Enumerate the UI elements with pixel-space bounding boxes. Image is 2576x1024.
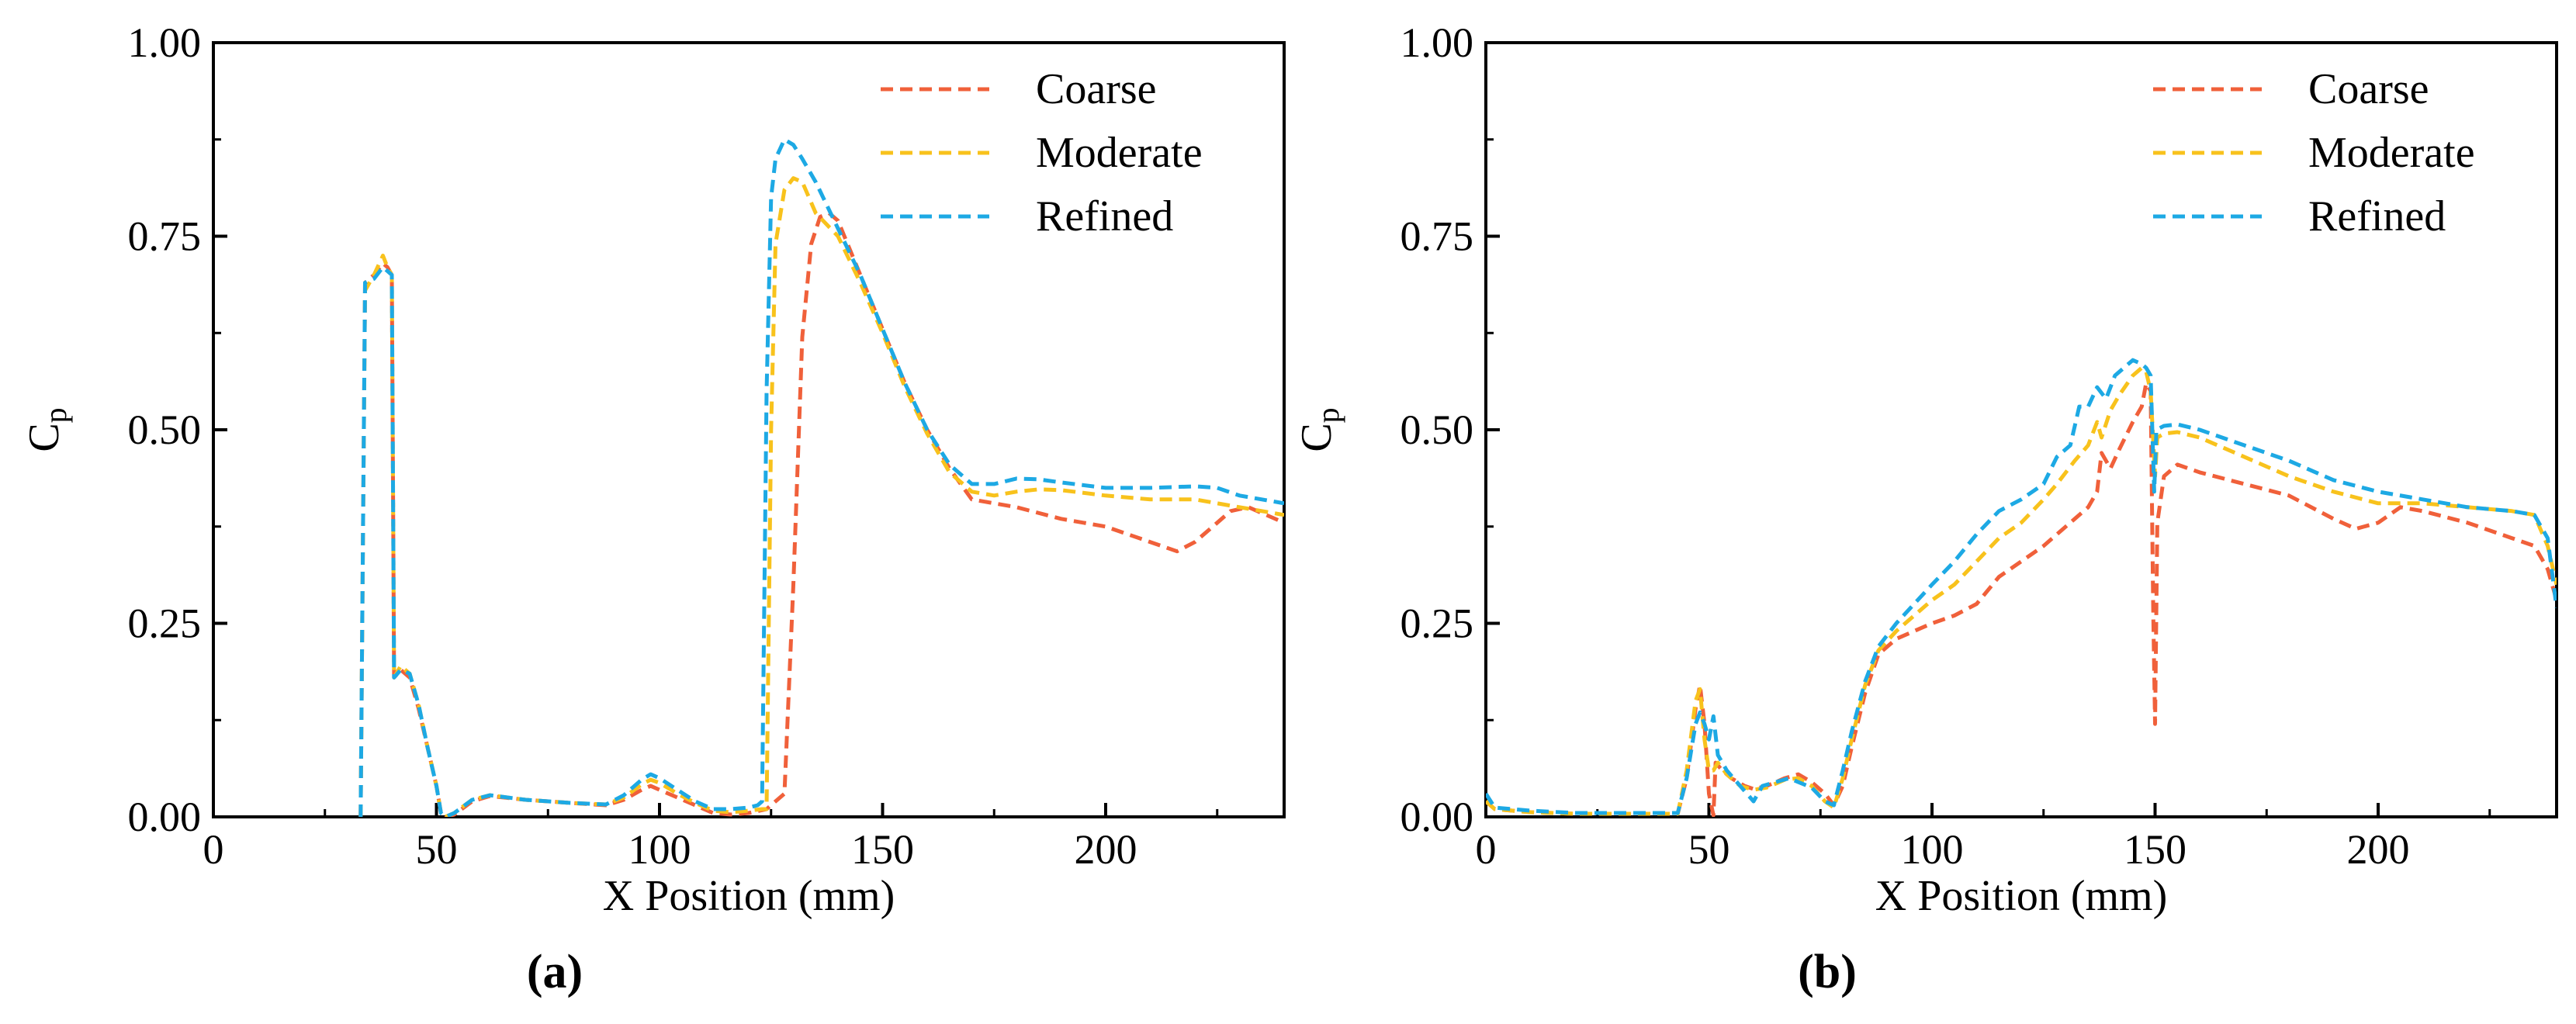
legend-label-moderate-a: Moderate — [1036, 129, 1203, 177]
y-tick-label-b: 0.00 — [1401, 794, 1474, 840]
y-tick-label-b: 0.50 — [1401, 406, 1474, 453]
x-tick-label-b: 100 — [1901, 826, 1964, 873]
legend-label-refined-b: Refined — [2308, 192, 2446, 240]
y-axis-title-b: Cp — [1293, 407, 1345, 451]
x-tick-label-b: 150 — [2124, 826, 2186, 873]
x-tick-label-a: 150 — [851, 826, 914, 873]
legend-label-coarse-b: Coarse — [2308, 65, 2429, 113]
y-tick-label-a: 0.25 — [128, 600, 202, 647]
y-tick-label-a: 1.00 — [128, 19, 202, 66]
x-tick-label-b: 50 — [1688, 826, 1730, 873]
panel-label-b: (b) — [1798, 946, 1857, 998]
series-refined-b — [1486, 358, 2557, 815]
x-tick-label-a: 50 — [416, 826, 458, 873]
legend-label-coarse-a: Coarse — [1036, 65, 1157, 113]
y-tick-label-a: 0.75 — [128, 213, 202, 260]
y-tick-label-a: 0.50 — [128, 406, 202, 453]
x-tick-label-a: 0 — [203, 826, 224, 873]
y-tick-label-b: 1.00 — [1401, 19, 1474, 66]
x-tick-label-a: 100 — [628, 826, 691, 873]
x-tick-label-b: 0 — [1476, 826, 1497, 873]
series-coarse-a — [358, 211, 1284, 817]
x-axis-title-b: X Position (mm) — [1875, 872, 2167, 920]
series-coarse-b — [1486, 381, 2557, 817]
series-moderate-a — [358, 176, 1284, 817]
legend-label-refined-a: Refined — [1036, 192, 1173, 240]
legend-label-moderate-b: Moderate — [2308, 129, 2475, 177]
panel-a: 0 50 100 150 200 0.00 0.25 0.50 0.75 1.00 X Positi… — [20, 19, 1286, 998]
y-tick-label-a: 0.00 — [128, 794, 202, 840]
y-tick-label-b: 0.75 — [1401, 213, 1474, 260]
y-tick-label-b: 0.25 — [1401, 600, 1474, 647]
x-axis-title-a: X Position (mm) — [603, 872, 895, 920]
series-moderate-b — [1486, 365, 2557, 816]
panel-b: 0 50 100 150 200 0.00 0.25 0.50 0.75 1.00 X Positi… — [1293, 19, 2558, 998]
y-axis-title-a: Cp — [20, 407, 73, 451]
x-tick-label-a: 200 — [1075, 826, 1137, 873]
series-refined-a — [358, 137, 1284, 817]
x-tick-label-b: 200 — [2347, 826, 2410, 873]
panel-label-a: (a) — [527, 946, 583, 998]
